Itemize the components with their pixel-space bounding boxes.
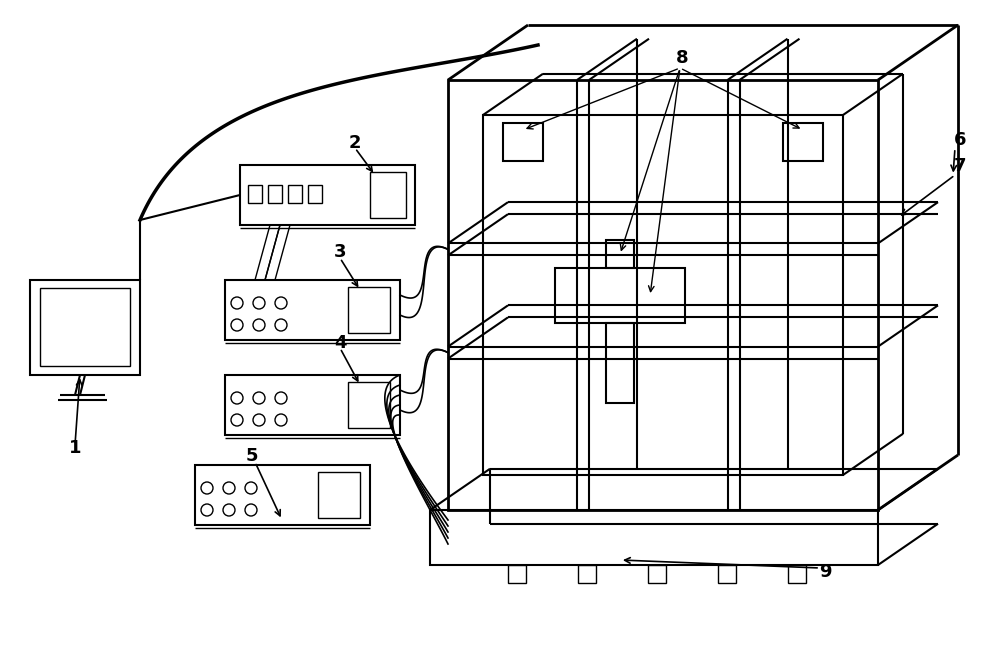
Bar: [430, 510, 878, 565]
Bar: [268, 185, 282, 203]
Text: 4: 4: [334, 334, 346, 352]
Bar: [225, 375, 400, 435]
Bar: [348, 382, 390, 428]
Bar: [783, 123, 823, 161]
Bar: [648, 565, 666, 583]
Text: 3: 3: [334, 243, 346, 261]
Bar: [606, 323, 634, 403]
Bar: [288, 185, 302, 203]
Bar: [483, 115, 843, 475]
Bar: [240, 165, 415, 225]
Bar: [370, 172, 406, 218]
Bar: [448, 80, 878, 510]
Bar: [30, 280, 140, 375]
Bar: [308, 185, 322, 203]
Bar: [348, 287, 390, 333]
Bar: [718, 565, 736, 583]
Bar: [318, 472, 360, 518]
Bar: [508, 565, 526, 583]
Text: 2: 2: [349, 134, 361, 152]
Bar: [248, 185, 262, 203]
Bar: [225, 280, 400, 340]
Text: 6: 6: [954, 131, 966, 149]
Text: 1: 1: [69, 439, 81, 457]
Text: 7: 7: [954, 157, 966, 175]
Bar: [578, 565, 596, 583]
Bar: [40, 288, 130, 366]
Bar: [195, 465, 370, 525]
Text: 5: 5: [246, 447, 258, 465]
Text: 9: 9: [819, 563, 831, 581]
Bar: [606, 240, 634, 268]
Bar: [788, 565, 806, 583]
Bar: [503, 123, 543, 161]
Text: 8: 8: [676, 49, 688, 67]
Bar: [555, 268, 685, 323]
